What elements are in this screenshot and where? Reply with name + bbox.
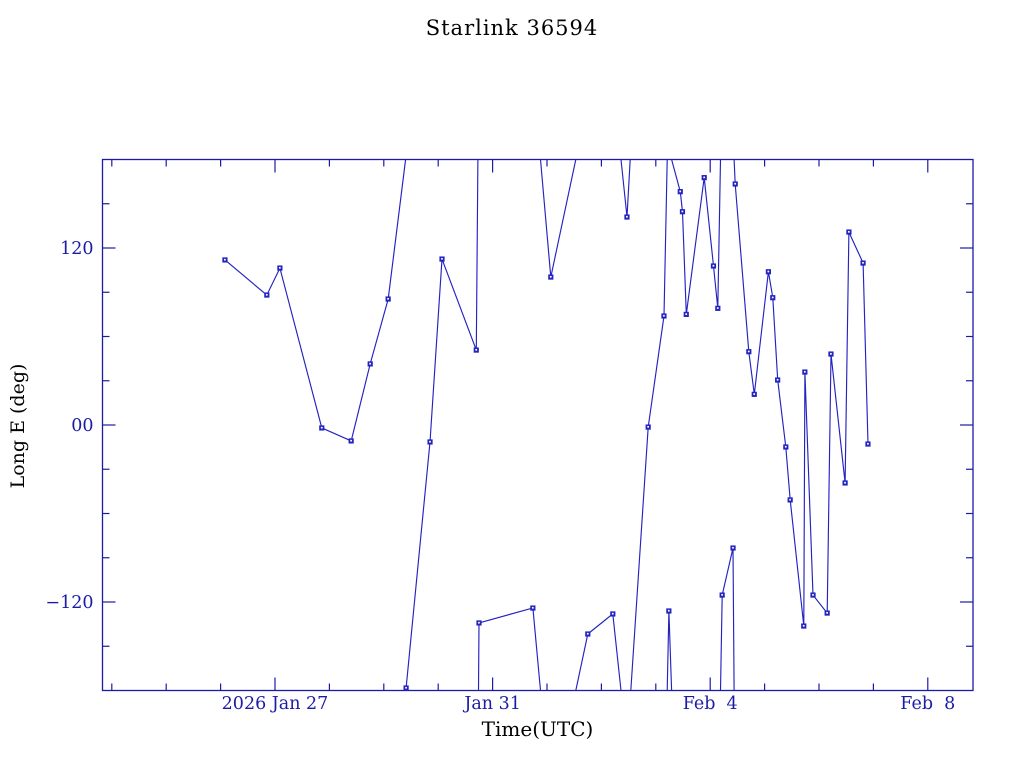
data-point-marker-center [716,307,719,309]
data-point-marker-center [350,439,352,442]
y-axis-tick-label: 120 [60,239,93,259]
data-point-marker-center [626,215,628,218]
data-point-marker-center [812,593,814,596]
data-point-marker-center [681,210,684,213]
x-axis-tick-label: 2026 Jan 27 [222,694,329,714]
plot-frame [101,158,974,692]
data-point-marker-center [611,612,614,615]
data-point-marker-center [387,297,389,300]
data-point-marker-center [320,426,323,429]
data-point-marker-center [734,182,737,185]
series-line-segment [477,607,542,691]
data-point-marker-center [685,313,688,315]
data-point-marker-center [848,230,850,233]
series-line-segment [539,159,577,278]
x-axis-tick-label: Feb 8 [900,694,955,714]
data-point-marker-center [405,686,407,689]
data-point-marker-center [667,609,670,612]
x-axis-label: Time(UTC) [481,717,594,741]
data-point-marker-center [771,296,774,299]
data-point-marker-center [753,393,756,395]
data-point-marker-center [862,261,864,264]
data-point-marker-center [802,624,805,627]
data-point-marker-center [475,348,478,351]
data-point-marker-center [679,190,682,193]
data-point-marker-center [776,378,779,381]
data-point-marker-center [803,370,806,373]
data-point-marker-center [647,425,649,428]
data-point-marker-center [830,352,832,355]
chart-title: Starlink 36594 [425,16,599,40]
series-line-segment [733,159,869,627]
series-line-segment [719,547,735,691]
x-axis-tick-label: Jan 31 [462,694,521,714]
data-point-marker-center [531,606,534,609]
data-point-marker-center [712,264,715,267]
x-axis-tick-label: Feb 4 [683,694,738,714]
series-line-segment [620,159,631,218]
data-point-marker-center [369,362,371,365]
series-line-segment [666,610,673,691]
y-axis-label: Long E (deg) [7,363,29,489]
series-line-segment [575,612,622,691]
data-point-marker-center [721,593,723,596]
data-point-marker-center [586,632,589,635]
data-point-marker-center [867,442,869,445]
data-point-marker-center [224,258,226,261]
data-point-marker-center [732,546,734,549]
series-line-segment [224,159,407,442]
data-point-marker-center [789,498,791,501]
data-point-marker-center [429,440,431,443]
y-axis-tick-label: 00 [71,416,93,436]
data-point-marker-center [549,275,552,278]
y-axis-tick-label: −120 [45,593,93,613]
data-point-marker-center [767,270,770,273]
data-point-marker-center [703,176,706,179]
series-line-segment [630,159,668,691]
data-point-marker-center [747,350,750,353]
series-line-segment [405,159,479,691]
data-point-marker-center [844,481,846,484]
data-point-marker-center [478,621,480,624]
data-point-marker-center [278,266,281,269]
data-point-marker-center [441,257,443,260]
data-point-marker-center [663,314,665,317]
data-point-marker-center [265,293,268,296]
data-point-marker-center [784,445,787,448]
series-line-segment [671,159,722,315]
data-point-marker-center [826,611,828,614]
